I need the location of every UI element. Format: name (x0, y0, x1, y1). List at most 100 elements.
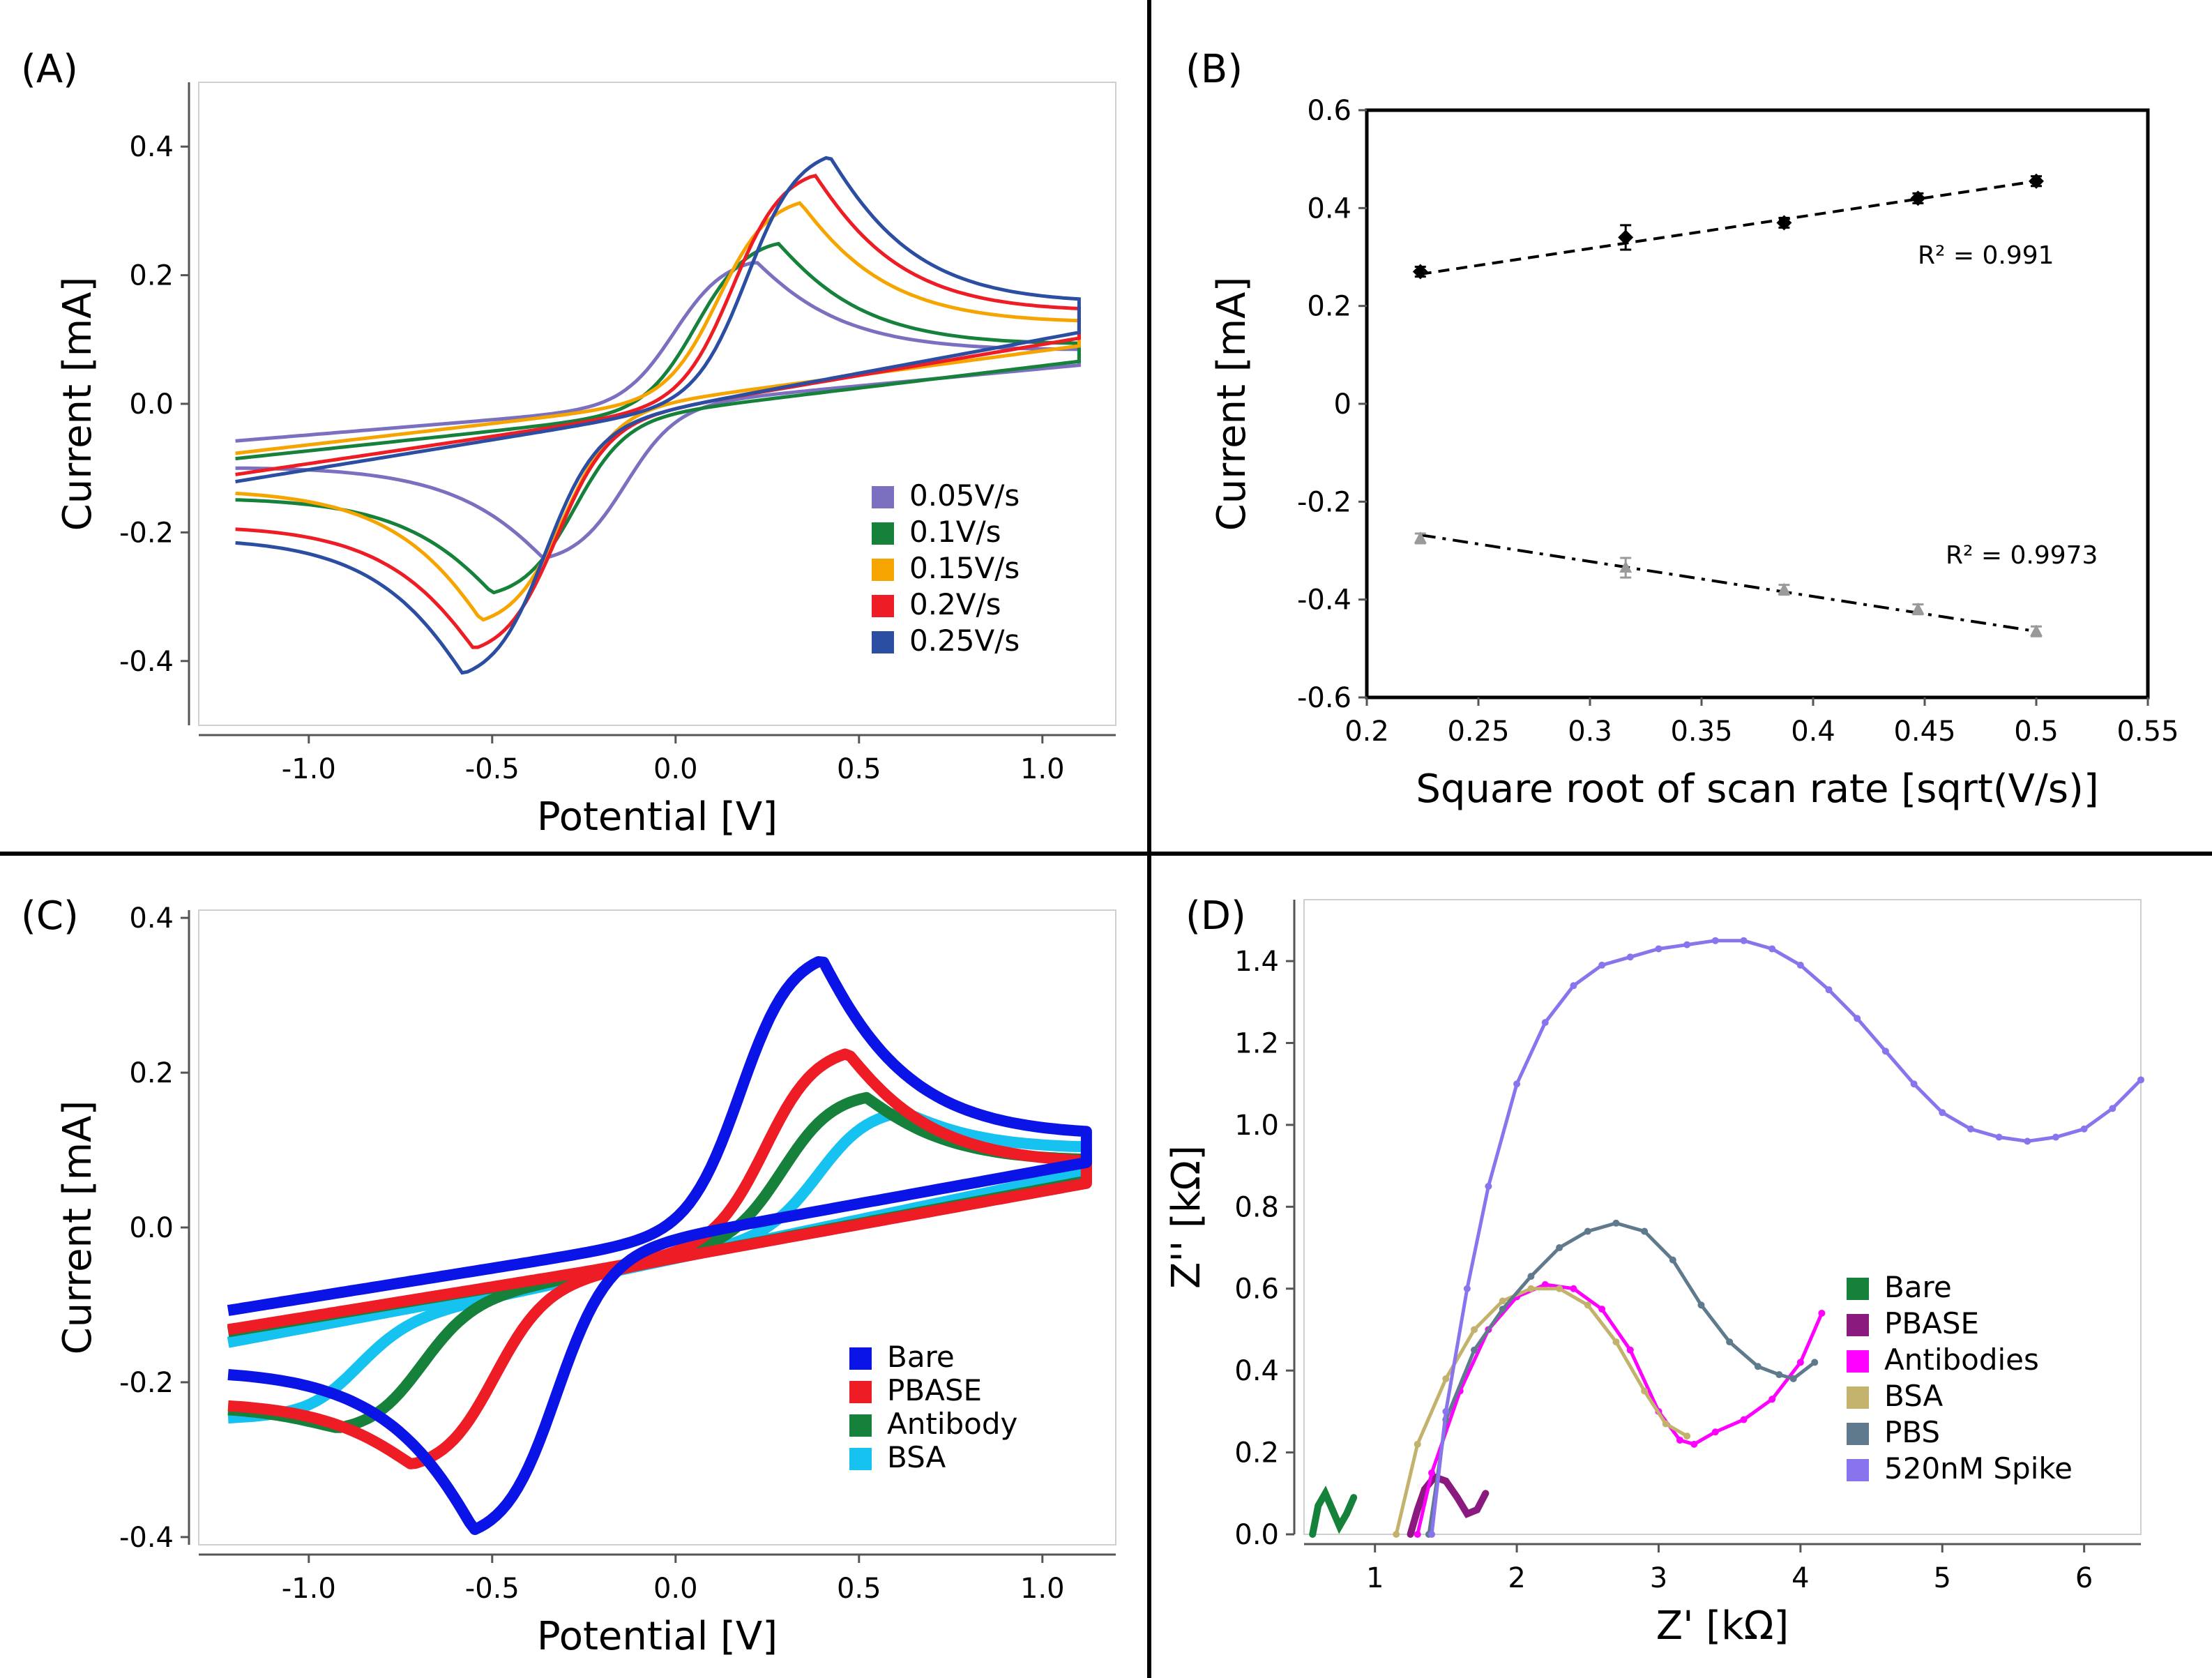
data-point-520nm-spike (2052, 1133, 2059, 1141)
x-tick-label: 0.4 (1791, 716, 1835, 748)
data-point-520nm-spike (1825, 986, 1833, 994)
data-point-520nm-spike (1910, 1080, 1918, 1088)
legend-label-bare: Bare (1884, 1270, 1952, 1304)
y-tick-label: -0.2 (119, 517, 174, 549)
data-point-oxidation-peak (1776, 215, 1792, 231)
r-squared-oxidation: R² = 0.991 (1918, 241, 2054, 270)
data-point-520nm-spike (1768, 945, 1776, 953)
data-point-520nm-spike (1881, 1048, 1889, 1055)
data-point-bsa (1612, 1338, 1620, 1346)
x-tick-label: 0.55 (2116, 716, 2179, 748)
y-tick-label: 0.2 (129, 1057, 174, 1089)
legend-label-0-25v-s: 0.25V/s (909, 623, 1020, 658)
data-point-pbs (1775, 1371, 1783, 1379)
legend-swatch-bsa (1847, 1386, 1869, 1409)
cv-curve-pbase (227, 1048, 1092, 1469)
legend-swatch-bsa (849, 1448, 872, 1470)
trendline-oxidation-peak (1420, 179, 2037, 276)
data-point-pbs (1641, 1227, 1649, 1235)
data-point-520nm-spike (1939, 1109, 1946, 1117)
cv-curve-bare (227, 956, 1092, 1535)
data-point-bsa (1499, 1297, 1506, 1305)
y-tick-label: 0.6 (1234, 1273, 1279, 1306)
panel-label-c: (C) (21, 893, 79, 939)
trendline-reduction-peak (1420, 534, 2037, 633)
data-point-bsa (1527, 1285, 1535, 1292)
x-tick-label: 0.45 (1893, 716, 1955, 748)
legend-label-520nm-spike: 520nM Spike (1884, 1451, 2073, 1486)
data-point-pbs (1754, 1363, 1762, 1370)
y-tick-label: 0.4 (1307, 192, 1351, 225)
legend-swatch-bare (849, 1347, 872, 1370)
data-point-520nm-spike (1655, 945, 1662, 953)
x-tick-label: 0.0 (653, 753, 698, 785)
x-axis-title: Potential [V] (537, 794, 778, 840)
legend-swatch-0-1v-s (872, 522, 894, 545)
y-tick-label: -0.4 (119, 1522, 174, 1554)
legend-swatch-0-15v-s (872, 559, 894, 581)
data-point-pbs (1697, 1301, 1705, 1309)
data-point-antibodies (1768, 1396, 1776, 1403)
data-point-bsa (1393, 1531, 1400, 1538)
data-point-520nm-spike (1442, 1407, 1450, 1415)
data-point-520nm-spike (1485, 1182, 1492, 1190)
cv-curve-0-1v-s (235, 241, 1081, 595)
panel-label-b: (B) (1185, 47, 1243, 92)
y-axis-title: Current [mA] (1209, 277, 1255, 531)
x-axis-title: Potential [V] (537, 1614, 778, 1659)
data-point-antibodies (1711, 1428, 1719, 1436)
data-point-pbase (1463, 1510, 1471, 1518)
x-tick-label: 6 (2075, 1562, 2093, 1594)
x-tick-label: 0.2 (1344, 716, 1389, 748)
data-point-oxidation-peak (1618, 229, 1634, 245)
data-point-bare (1328, 1506, 1336, 1513)
data-point-pbs (1584, 1227, 1591, 1235)
data-point-bsa (1442, 1375, 1450, 1382)
x-tick-label: 0.0 (653, 1573, 698, 1605)
legend-label-pbs: PBS (1884, 1415, 1940, 1449)
legend-swatch-pbs (1847, 1423, 1869, 1445)
data-point-520nm-spike (1513, 1080, 1521, 1088)
x-tick-label: 5 (1934, 1562, 1951, 1594)
data-point-520nm-spike (1463, 1285, 1471, 1292)
y-tick-label: 0.4 (1234, 1355, 1279, 1387)
data-point-oxidation-peak (1412, 264, 1428, 280)
data-point-reduction-peak (1778, 582, 1791, 595)
data-point-antibodies (1541, 1280, 1549, 1288)
x-tick-label: 2 (1508, 1562, 1525, 1594)
data-point-antibodies (1676, 1436, 1683, 1444)
legend-label-pbase: PBASE (1884, 1306, 1979, 1340)
y-tick-label: -0.6 (1297, 682, 1351, 714)
x-tick-label: 0.35 (1670, 716, 1732, 748)
chart-c: -1.0 -0.5 0.0 0.5 1.0 -0.4 -0.2 0.0 0.2 0.4 Potent… (55, 902, 1116, 1659)
data-point-bare (1315, 1502, 1322, 1509)
plot-area-border (198, 909, 1116, 1545)
y-tick-label: -0.4 (119, 646, 174, 678)
data-point-reduction-peak (2030, 624, 2043, 637)
data-point-520nm-spike (1541, 1019, 1549, 1027)
data-point-520nm-spike (2109, 1105, 2116, 1112)
data-point-520nm-spike (1570, 982, 1577, 990)
data-point-reduction-peak (1619, 561, 1633, 573)
x-tick-label: -1.0 (282, 1573, 336, 1605)
y-tick-label: 1.4 (1234, 946, 1279, 978)
y-tick-label: 0.4 (129, 902, 174, 935)
data-point-oxidation-peak (2029, 173, 2044, 189)
data-point-oxidation-peak (1910, 190, 1926, 206)
legend-swatch-0-25v-s (872, 631, 894, 653)
y-tick-label: -0.2 (119, 1367, 174, 1399)
data-point-pbase (1482, 1490, 1490, 1497)
legend-swatch-antibody (849, 1414, 872, 1437)
y-tick-label: -0.4 (1297, 584, 1351, 617)
data-point-bsa (1683, 1433, 1691, 1440)
data-point-bsa (1556, 1285, 1563, 1292)
x-axis-title: Square root of scan rate [sqrt(V/s)] (1416, 766, 2098, 812)
legend-label-0-2v-s: 0.2V/s (909, 587, 1001, 621)
data-point-bsa (1471, 1326, 1478, 1333)
legend-swatch-0-2v-s (872, 595, 894, 617)
data-point-520nm-spike (1740, 937, 1748, 944)
x-tick-label: -0.5 (465, 1573, 520, 1605)
plot-area-border (198, 82, 1116, 726)
nyquist-curve-pbase (1407, 1472, 1489, 1536)
data-point-520nm-spike (1598, 961, 1606, 969)
